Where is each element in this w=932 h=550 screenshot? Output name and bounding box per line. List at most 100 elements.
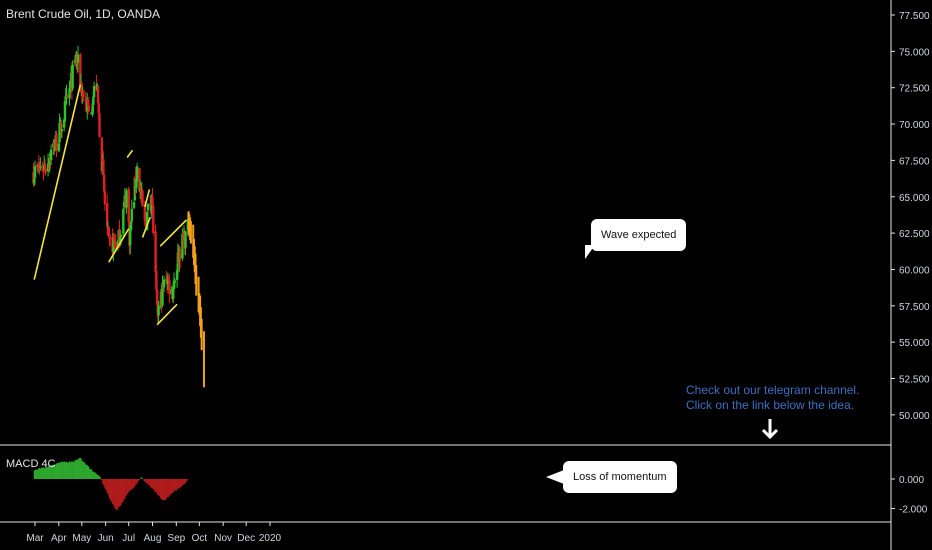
trendline [108, 228, 130, 263]
time-tick-label: Oct [192, 533, 208, 544]
wave-callout-tail [585, 245, 595, 259]
time-tick-label: Jul [122, 533, 135, 544]
candle [105, 203, 109, 227]
candle [166, 278, 170, 285]
candle [144, 220, 147, 225]
telegram-note: Check out our telegram channel. Click on… [686, 383, 859, 413]
candle [175, 270, 179, 280]
candle [116, 240, 120, 248]
loss-of-momentum-callout[interactable]: Loss of momentum [563, 461, 677, 493]
candle [87, 105, 90, 112]
candle [60, 129, 64, 131]
candle [184, 231, 187, 248]
candle [71, 64, 74, 89]
candle [135, 166, 139, 182]
time-tick-label: Apr [51, 533, 67, 544]
candle [157, 305, 160, 316]
candle [38, 168, 41, 170]
candle [145, 211, 149, 231]
chart-title: Brent Crude Oil, 1D, OANDA [6, 7, 161, 21]
candle [39, 166, 42, 168]
candle [168, 280, 171, 295]
telegram-line-1: Check out our telegram channel. [686, 383, 860, 397]
macd-histogram [33, 457, 189, 510]
price-tick-label: 57.500 [899, 302, 930, 313]
candle [84, 99, 87, 102]
time-tick-label: May [72, 533, 91, 544]
candle [143, 205, 147, 221]
candle [122, 201, 126, 208]
candle [64, 97, 67, 101]
candle [114, 242, 117, 250]
candle [55, 132, 58, 151]
candle [103, 191, 107, 205]
candle [76, 54, 80, 63]
loss-callout-tail [546, 470, 564, 484]
time-tick-label: Dec [237, 533, 255, 544]
price-tick-label: 75.000 [899, 47, 930, 58]
candle [41, 165, 44, 171]
candle [37, 163, 41, 171]
candle [97, 102, 100, 113]
candle [108, 234, 111, 237]
candle [135, 179, 138, 189]
candle [53, 146, 57, 151]
candle [172, 287, 175, 299]
candle [100, 137, 104, 172]
candle [146, 203, 150, 211]
candle [66, 95, 69, 97]
candle [102, 174, 106, 192]
price-tick-label: 60.000 [899, 265, 930, 276]
price-tick-label: 77.500 [899, 11, 930, 22]
trendline [144, 189, 151, 208]
candle [32, 172, 35, 184]
candle [79, 54, 82, 88]
candle [62, 119, 66, 128]
candle [57, 143, 61, 151]
price-tick-label: 52.500 [899, 375, 930, 386]
candle [112, 235, 116, 241]
candle [96, 85, 100, 103]
candle [49, 149, 53, 161]
trendline [33, 84, 82, 280]
down-arrow-icon [761, 419, 779, 440]
candle [65, 94, 68, 99]
macd-tick-label: 0.000 [899, 475, 924, 486]
candle [58, 122, 61, 143]
candle [141, 190, 144, 206]
candle [154, 231, 157, 273]
candle [92, 86, 96, 98]
candle [69, 81, 72, 89]
candle [112, 237, 115, 253]
candle [92, 96, 95, 105]
candle [151, 196, 154, 206]
candles-group [32, 45, 190, 326]
candle [162, 279, 166, 288]
candle [161, 284, 164, 306]
candle [167, 278, 170, 280]
candle [130, 208, 133, 222]
price-tick-label: 70.000 [899, 120, 930, 131]
candle [68, 88, 71, 99]
candle [133, 177, 137, 201]
candle [178, 250, 182, 260]
price-tick-label: 55.000 [899, 338, 930, 349]
candle [119, 234, 123, 237]
candle [122, 209, 125, 234]
wave-expected-callout[interactable]: Wave expected [591, 219, 687, 251]
price-tick-label: 67.500 [899, 156, 930, 167]
trendline [141, 216, 151, 238]
candle [181, 233, 184, 259]
price-tick-label: 72.500 [899, 84, 930, 95]
candle [33, 166, 37, 178]
candle [59, 121, 63, 133]
candle [43, 164, 47, 171]
trendline [159, 219, 187, 247]
telegram-line-2: Click on the link below the idea. [686, 398, 855, 412]
candle [44, 168, 47, 172]
candle [125, 190, 128, 208]
candle [129, 225, 132, 246]
macd-title: MACD 4C [6, 458, 56, 470]
trendline [156, 303, 178, 326]
